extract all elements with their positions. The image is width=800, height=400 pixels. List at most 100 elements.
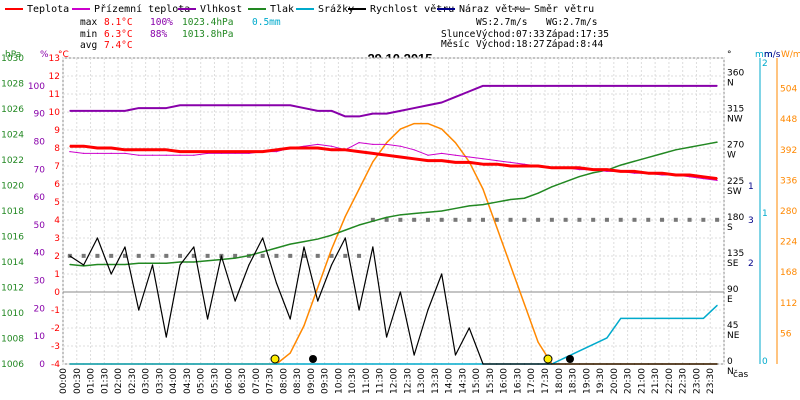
rain-line-point — [675, 317, 677, 320]
temperature-line-point — [702, 176, 704, 178]
wind-dir-point — [439, 217, 444, 222]
ground-temp-line-point — [399, 145, 401, 147]
pressure-line-point — [138, 262, 140, 264]
hpa-tick: 1030 — [1, 54, 24, 64]
temperature-line-point — [179, 151, 181, 153]
wind-dir-point — [329, 253, 334, 258]
stats-avg-temp: 7.4°C — [104, 40, 133, 51]
wind-speed-line-point — [151, 264, 154, 266]
rain-line-point — [647, 317, 649, 320]
x-tick: 09:30 — [321, 368, 331, 394]
wind-speed-line-point — [83, 264, 85, 266]
temperature-line-point — [372, 152, 374, 154]
humidity-line-point — [206, 104, 209, 106]
info-sun-set: Západ:17:35 — [546, 29, 609, 40]
wind-dir-point — [425, 217, 430, 222]
pct-tick: 100 — [28, 82, 45, 92]
humidity-line-point — [523, 85, 525, 87]
solar-line-point — [427, 122, 429, 125]
dir-tick: SE — [727, 259, 739, 269]
rain-line-point — [716, 304, 718, 307]
rain-line-point — [69, 363, 71, 365]
pressure-line-point — [496, 201, 498, 203]
wind-dir-point — [315, 253, 320, 258]
pressure-line-point — [330, 234, 333, 236]
wm-axis-label: W/m² — [781, 50, 800, 60]
hpa-tick: 1016 — [1, 233, 24, 243]
rain-line-point — [248, 363, 250, 365]
dir-tick: E — [727, 295, 733, 305]
humidity-line-point — [661, 85, 663, 87]
x-tick: 11:30 — [376, 368, 386, 394]
temperature-line-point — [413, 158, 415, 160]
ground-temp-line-point — [110, 152, 112, 154]
grid — [62, 57, 725, 365]
solar-line-point — [482, 188, 484, 190]
x-tick: 07:30 — [266, 368, 276, 394]
ground-temp-line-point — [372, 143, 374, 145]
wind-speed-line-point — [688, 363, 691, 365]
wind-dir-point — [536, 217, 541, 222]
temperature-line-point — [468, 161, 470, 163]
humidity-line-point — [688, 85, 691, 87]
x-tick: 18:00 — [555, 368, 565, 394]
x-tick: 19:30 — [596, 368, 606, 394]
temperature-line-point — [206, 151, 209, 153]
c-tick: 8 — [54, 144, 60, 154]
ms-tick: 1 — [748, 182, 754, 192]
solar-line-point — [372, 161, 374, 163]
ms-tick: 3 — [748, 216, 754, 226]
wind-dir-point — [591, 217, 596, 222]
solar-line-point — [386, 142, 388, 144]
c-tick: 10 — [49, 108, 61, 118]
ground-temp-line-point — [358, 142, 360, 144]
wind-speed-line-point — [413, 354, 415, 356]
pressure-line-point — [303, 241, 305, 243]
humidity-line-point — [372, 113, 374, 115]
humidity-line-point — [454, 96, 457, 98]
temperature-line-point — [647, 172, 649, 174]
info-wg: WG:2.7m/s — [546, 17, 597, 28]
wind-dir-point — [604, 217, 609, 222]
temperature-line-point — [633, 170, 636, 172]
wind-speed-line-point — [289, 318, 291, 320]
rain-line-point — [193, 363, 195, 365]
c-tick: -3 — [51, 342, 60, 352]
humidity-line-point — [275, 104, 278, 106]
legend-label-6: Náraz větru — [459, 3, 525, 15]
wind-speed-line-point — [523, 363, 525, 365]
x-tick: 03:00 — [142, 368, 152, 394]
legend-label-0: Teplota — [27, 4, 69, 15]
pressure-line-point — [688, 146, 691, 148]
pressure-line-point — [675, 149, 677, 151]
ground-temp-line-point — [482, 158, 484, 160]
wind-speed-line-point — [633, 363, 636, 365]
pressure-line-point — [289, 243, 291, 245]
pressure-line-point — [551, 186, 553, 188]
x-tick: 01:00 — [87, 368, 97, 394]
humidity-line-point — [138, 107, 140, 109]
wind-dir-point — [205, 253, 210, 258]
dir-tick: N — [727, 367, 734, 377]
temperature-line-point — [248, 151, 250, 153]
mm-tick: 1 — [762, 209, 768, 219]
pct-tick: 0 — [39, 360, 45, 370]
humidity-line-point — [633, 85, 636, 87]
temperature-line-point — [275, 149, 278, 151]
pressure-line-point — [454, 207, 457, 210]
wind-dir-point — [632, 217, 637, 222]
wind-dir-point — [687, 217, 692, 222]
temperature-line-point — [565, 167, 567, 169]
ground-temp-line-point — [96, 152, 99, 154]
x-tick: 16:00 — [500, 368, 510, 394]
humidity-line-point — [220, 104, 222, 106]
stats-max-press: 1023.4hPa — [182, 17, 233, 28]
stats-min-temp: 6.3°C — [104, 29, 133, 40]
humidity-line-point — [262, 104, 264, 106]
x-tick: 14:30 — [458, 368, 468, 394]
humidity-line-point — [193, 104, 195, 106]
solar-line-point — [496, 226, 498, 228]
humidity-line-point — [537, 85, 539, 87]
dir-tick: NW — [727, 115, 743, 125]
